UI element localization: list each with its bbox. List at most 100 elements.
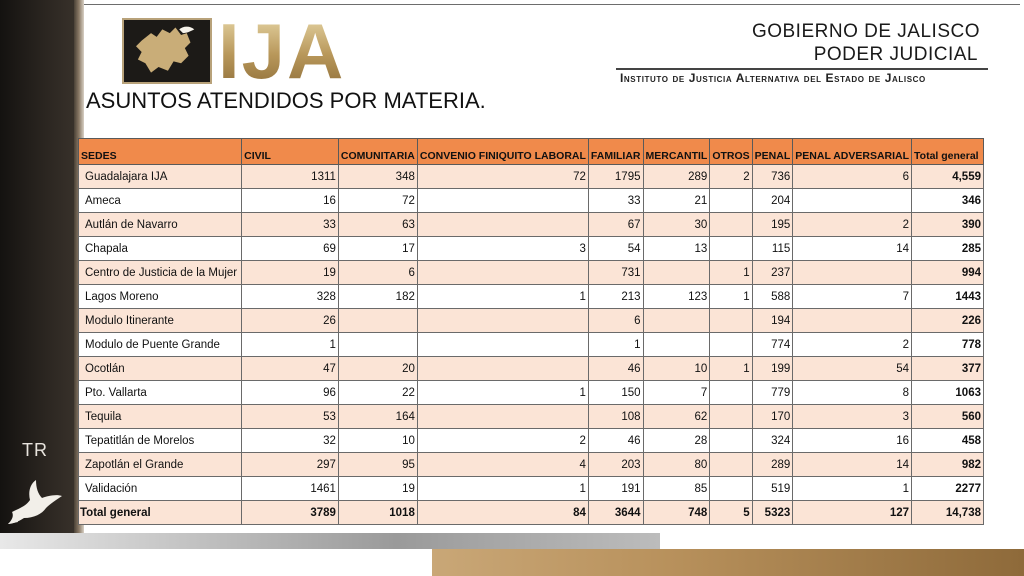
col-header-penal: PENAL <box>751 138 794 165</box>
row-value-cell: 8 <box>792 380 913 405</box>
total-value-cell: 5323 <box>751 500 794 525</box>
row-value-cell: 95 <box>337 452 418 477</box>
row-value-cell: 19 <box>241 260 339 285</box>
row-value-cell <box>792 308 913 333</box>
total-value-cell: 1018 <box>337 500 418 525</box>
row-value-cell: 53 <box>241 404 339 429</box>
row-value-cell: 3 <box>416 236 589 261</box>
row-sede-cell: Guadalajara IJA <box>77 164 243 189</box>
row-value-cell: 6 <box>792 164 913 189</box>
row-value-cell: 63 <box>337 212 418 237</box>
row-value-cell: 2 <box>416 428 589 453</box>
row-value-cell: 297 <box>241 452 339 477</box>
row-value-cell: 2 <box>709 164 753 189</box>
row-value-cell: 47 <box>241 356 339 381</box>
row-value-cell: 348 <box>337 164 418 189</box>
row-value-cell: 13 <box>642 236 711 261</box>
row-value-cell: 16 <box>792 428 913 453</box>
row-value-cell: 774 <box>751 332 794 357</box>
row-value-cell: 3 <box>792 404 913 429</box>
row-value-cell: 85 <box>642 476 711 501</box>
col-header-sedes: SEDES <box>77 138 243 165</box>
top-frame-line <box>84 4 1020 5</box>
row-sede-cell: Tepatitlán de Morelos <box>77 428 243 453</box>
row-value-cell: 1795 <box>587 164 644 189</box>
row-value-cell: 54 <box>792 356 913 381</box>
row-value-cell: 199 <box>751 356 794 381</box>
table-row: Chapala 69 17 3 54 13 115 14 285 <box>77 236 984 261</box>
row-value-cell: 1 <box>709 356 753 381</box>
total-value-cell: 5 <box>709 500 753 525</box>
row-value-cell <box>709 404 753 429</box>
bottom-accent-grey <box>0 533 660 549</box>
col-header-total: Total general <box>911 138 984 165</box>
row-value-cell: 779 <box>751 380 794 405</box>
header-rule <box>616 68 988 70</box>
row-value-cell: 324 <box>751 428 794 453</box>
row-value-cell: 19 <box>337 476 418 501</box>
table-body: Guadalajara IJA 1311 348 72 1795 289 2 736 6 4,55… <box>77 164 984 525</box>
col-header-convenio: CONVENIO FINIQUITO LABORAL <box>416 138 589 165</box>
row-value-cell: 14 <box>792 236 913 261</box>
row-value-cell: 194 <box>751 308 794 333</box>
row-value-cell <box>416 212 589 237</box>
row-value-cell: 2277 <box>911 476 984 501</box>
row-value-cell <box>709 308 753 333</box>
row-value-cell <box>709 332 753 357</box>
row-value-cell: 108 <box>587 404 644 429</box>
row-value-cell: 1 <box>241 332 339 357</box>
row-value-cell: 46 <box>587 428 644 453</box>
row-value-cell: 150 <box>587 380 644 405</box>
row-value-cell: 164 <box>337 404 418 429</box>
row-value-cell: 191 <box>587 476 644 501</box>
row-value-cell: 67 <box>587 212 644 237</box>
row-value-cell <box>792 188 913 213</box>
row-value-cell: 21 <box>642 188 711 213</box>
row-value-cell <box>709 236 753 261</box>
table-row: Ocotlán 47 20 46 10 1 199 54 377 <box>77 356 984 381</box>
total-value-cell: 127 <box>792 500 913 525</box>
row-value-cell: 560 <box>911 404 984 429</box>
row-sede-cell: Lagos Moreno <box>77 284 243 309</box>
row-value-cell <box>337 308 418 333</box>
table-row: Lagos Moreno 328 182 1 213 123 1 588 7 1443 <box>77 284 984 309</box>
row-value-cell <box>642 260 711 285</box>
row-value-cell: 1063 <box>911 380 984 405</box>
row-value-cell: 994 <box>911 260 984 285</box>
row-value-cell: 519 <box>751 476 794 501</box>
row-value-cell: 1 <box>587 332 644 357</box>
row-value-cell: 289 <box>642 164 711 189</box>
table-row: Pto. Vallarta 96 22 1 150 7 779 8 1063 <box>77 380 984 405</box>
row-sede-cell: Autlán de Navarro <box>77 212 243 237</box>
bottom-accent-white <box>0 549 432 576</box>
row-value-cell: 14 <box>792 452 913 477</box>
dove-icon <box>8 480 62 524</box>
row-value-cell: 204 <box>751 188 794 213</box>
row-value-cell: 982 <box>911 452 984 477</box>
row-value-cell: 4,559 <box>911 164 984 189</box>
row-value-cell: 72 <box>337 188 418 213</box>
row-value-cell: 32 <box>241 428 339 453</box>
table-total-row: Total general 3789 1018 84 3644 748 5 5323 127 14… <box>77 500 984 525</box>
row-value-cell <box>709 380 753 405</box>
cases-table: SEDES CIVIL COMUNITARIA CONVENIO FINIQUI… <box>77 138 984 525</box>
row-value-cell: 33 <box>241 212 339 237</box>
row-value-cell: 195 <box>751 212 794 237</box>
total-label-cell: Total general <box>77 500 243 525</box>
row-value-cell: 289 <box>751 452 794 477</box>
row-value-cell <box>642 332 711 357</box>
sidebar-tag: TR <box>22 440 48 460</box>
table-row: Zapotlán el Grande 297 95 4 203 80 289 14 982 <box>77 452 984 477</box>
row-value-cell: 170 <box>751 404 794 429</box>
row-value-cell: 226 <box>911 308 984 333</box>
row-value-cell: 2 <box>792 332 913 357</box>
row-value-cell: 4 <box>416 452 589 477</box>
row-value-cell: 1 <box>709 260 753 285</box>
total-value-cell: 3644 <box>587 500 644 525</box>
row-value-cell: 10 <box>642 356 711 381</box>
row-value-cell: 6 <box>587 308 644 333</box>
table-row: Guadalajara IJA 1311 348 72 1795 289 2 736 6 4,55… <box>77 164 984 189</box>
left-sidebar <box>0 0 80 576</box>
row-value-cell <box>709 188 753 213</box>
col-header-civil: CIVIL <box>241 138 339 165</box>
